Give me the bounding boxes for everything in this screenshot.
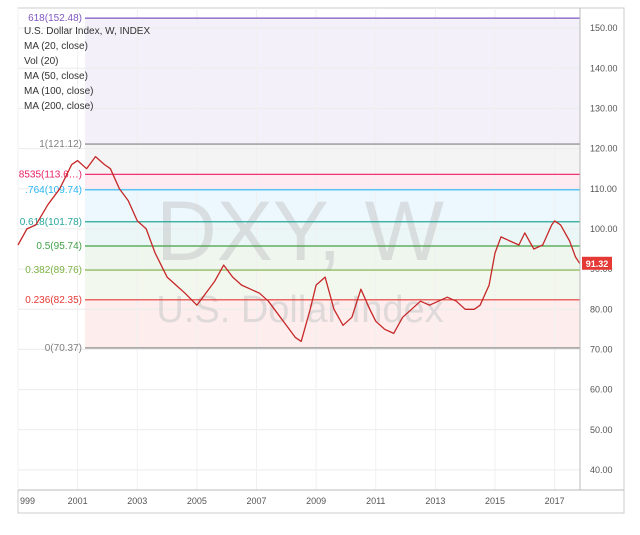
time-tick-label: 999 [20,496,35,506]
fib-band [85,18,580,145]
legend: U.S. Dollar Index, W, INDEX MA (20, clos… [24,26,150,112]
fib-band [85,174,580,190]
time-tick-label: 2009 [306,496,326,506]
price-tick-label: 150.00 [590,23,618,33]
price-line [17,155,581,343]
price-tick-label: 140.00 [590,63,618,73]
price-axis: 40.0050.0060.0070.0080.0090.00100.00110.… [590,23,618,475]
price-tick-label: 110.00 [590,184,617,194]
price-tick-label: 70.00 [590,344,613,354]
fib-level-label: 8535(113.6…) [19,169,82,180]
fib-level-label: 1(121.12) [39,139,82,150]
price-tick-label: 60.00 [590,385,613,395]
price-tick-label: 40.00 [590,465,613,475]
time-tick-label: 2017 [545,496,565,506]
time-tick-label: 2007 [246,496,266,506]
watermark-name: U.S. Dollar Index [156,289,443,331]
price-tick-label: 50.00 [590,425,613,435]
fib-band [85,189,580,222]
fib-band [85,299,580,348]
time-axis: 999 2001 2003 2005 2007 2009 2011 2013 2015 2017 [20,496,565,506]
fib-level-label: .764(109.74) [25,185,82,196]
last-price-tag-value: 91.32 [586,259,609,269]
fibonacci-levels: 618(152.48) 1(121.12) 8535(113.6…) .764(109… [19,13,580,354]
legend-study: MA (50, close) [24,71,88,82]
time-tick-label: 2001 [68,496,88,506]
time-tick-label: 2015 [485,496,505,506]
price-tick-label: 120.00 [590,144,618,154]
price-tick-label: 100.00 [590,224,618,234]
series-layer [17,155,581,343]
time-tick-label: 2005 [187,496,207,506]
watermark-symbol: DXY, W [156,184,444,278]
last-price-tag: 91.32 [582,256,612,270]
fib-level-label: 0.5(95.74) [36,241,82,252]
legend-study: MA (200, close) [24,101,93,112]
price-tick-label: 80.00 [590,304,613,314]
time-tick-label: 2013 [425,496,445,506]
fib-band [85,270,580,300]
time-tick-label: 2003 [127,496,147,506]
legend-study: MA (20, close) [24,41,88,52]
fib-band [85,246,580,271]
fib-level-label: 0.382(89.76) [25,265,82,276]
last-price-tag-box [582,256,612,270]
fib-level-label: 0(70.37) [45,343,82,354]
grid [17,8,580,490]
fib-level-label: 0.236(82.35) [25,295,82,306]
fib-level-label: 618(152.48) [28,13,82,24]
legend-title: U.S. Dollar Index, W, INDEX [24,26,150,37]
fib-level-label: 0.618(101.78) [20,217,82,228]
legend-study: Vol (20) [24,56,58,67]
fib-band [85,144,580,175]
legend-study: MA (100, close) [24,86,93,97]
fibonacci-bands [85,18,580,348]
price-tick-label: 130.00 [590,103,618,113]
fib-band [85,221,580,247]
time-tick-label: 2011 [366,496,385,506]
